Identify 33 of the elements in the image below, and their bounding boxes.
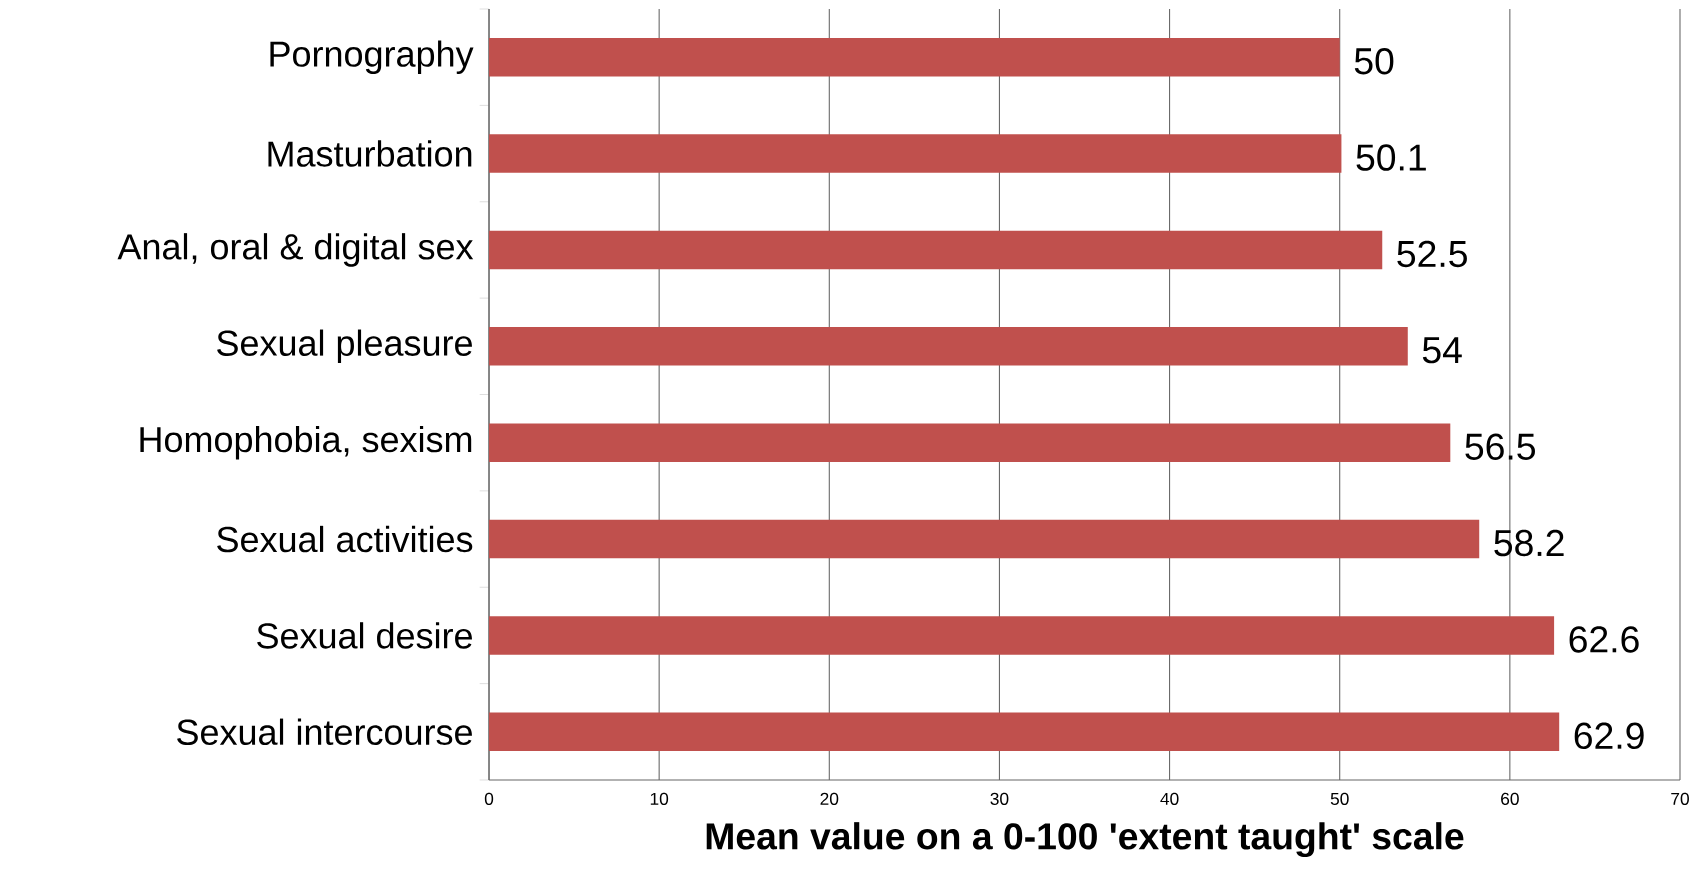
x-tick-label: 30 xyxy=(990,792,1009,805)
data-label: 52.5 xyxy=(1397,240,1467,268)
data-label: 58.2 xyxy=(1494,529,1564,557)
x-axis-title: Mean value on a 0-100 'extent taught' scale xyxy=(706,822,1464,858)
y-tick-label: Sexual intercourse xyxy=(177,718,472,746)
x-tick-label: 60 xyxy=(1501,792,1519,805)
bar xyxy=(489,230,1383,270)
bar xyxy=(489,423,1451,462)
data-label: 62.6 xyxy=(1569,626,1639,653)
x-tick-label: 50 xyxy=(1330,792,1349,805)
y-tick-label: Sexual activities xyxy=(217,525,473,553)
x-tick-label: 20 xyxy=(820,792,839,805)
x-tick-label: 10 xyxy=(650,792,669,805)
x-tick-label: 70 xyxy=(1671,792,1689,805)
bar xyxy=(489,519,1480,559)
bar xyxy=(489,712,1560,752)
data-label: 50 xyxy=(1354,47,1394,75)
bar xyxy=(489,37,1340,77)
y-tick-label: Masturbation xyxy=(268,140,472,167)
y-tick-label: Homophobia, sexism xyxy=(140,425,472,460)
x-tick-label: 40 xyxy=(1160,792,1179,805)
y-tick-label: Pornography xyxy=(270,40,474,74)
data-label: 54 xyxy=(1422,337,1462,364)
data-label: 62.9 xyxy=(1574,722,1644,750)
y-tick-label: Sexual desire xyxy=(257,622,472,649)
y-tick-label: Anal, oral & digital sex xyxy=(117,233,474,267)
bar xyxy=(489,134,1342,173)
data-label: 50.1 xyxy=(1356,144,1426,171)
x-tick-label: 0 xyxy=(484,792,494,805)
y-tick-label: Sexual pleasure xyxy=(217,329,472,364)
data-label: 56.5 xyxy=(1465,433,1535,460)
bar xyxy=(489,616,1555,655)
bar xyxy=(489,327,1408,366)
